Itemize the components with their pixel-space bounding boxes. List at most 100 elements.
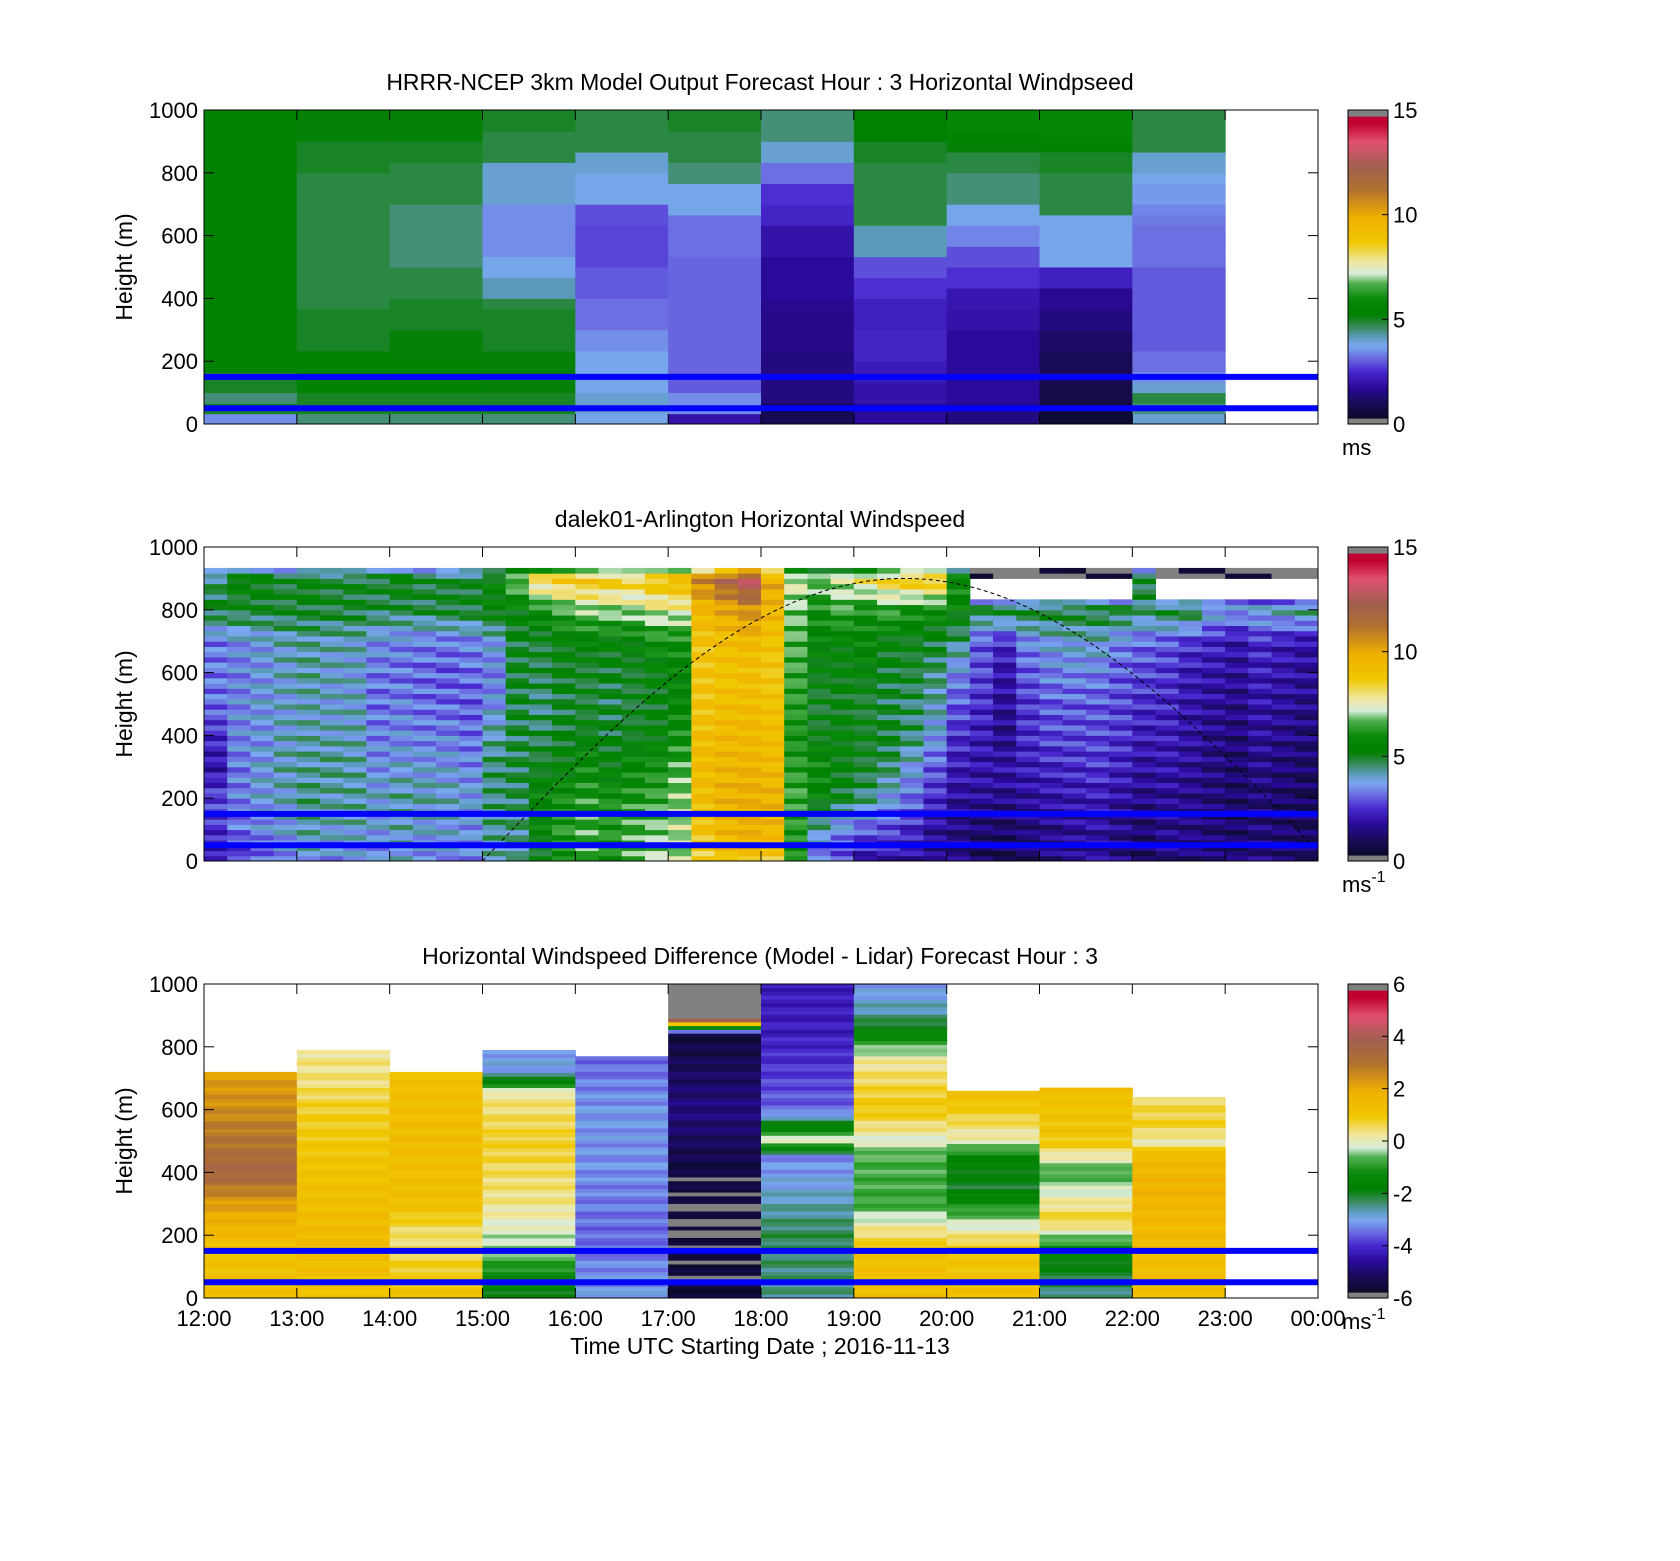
heatmap-cell [900, 730, 924, 736]
heatmap-cell [1178, 599, 1203, 606]
heatmap-cell [900, 599, 924, 606]
heatmap-cell [296, 1087, 391, 1092]
heatmap-cell [946, 777, 971, 783]
heatmap-cell [366, 751, 391, 757]
heatmap-cell [946, 1139, 1040, 1145]
heatmap-cell [1062, 646, 1087, 653]
heatmap-cell [784, 719, 808, 726]
heatmap-cell [621, 641, 646, 647]
heatmap-cell [668, 1245, 762, 1250]
heatmap-cell [1085, 698, 1110, 705]
heatmap-cell [575, 288, 669, 299]
colorbar-swatch [1348, 1010, 1388, 1013]
heatmap-cell [505, 709, 530, 715]
heatmap-cell [784, 599, 808, 606]
heatmap-cell [1132, 1180, 1226, 1185]
heatmap-cell [1248, 761, 1273, 768]
heatmap-cell [853, 656, 878, 663]
heatmap-cell [1271, 635, 1296, 642]
heatmap-cell [389, 340, 483, 352]
heatmap-cell [877, 693, 901, 700]
colorbar-swatch [1348, 805, 1388, 808]
heatmap-cell [1062, 698, 1087, 705]
heatmap-cell [877, 756, 901, 763]
colorbar-swatch [1348, 1044, 1388, 1047]
heatmap-cell [320, 620, 344, 626]
heatmap-cell [877, 651, 901, 658]
heatmap-cell [204, 1177, 298, 1182]
heatmap-cell [1085, 756, 1110, 763]
heatmap-cell [853, 1006, 948, 1011]
heatmap-cell [227, 615, 251, 621]
heatmap-cell [1085, 704, 1110, 710]
heatmap-cell [1039, 319, 1133, 331]
colorbar-swatch [1348, 1146, 1388, 1149]
heatmap-cell [737, 761, 762, 768]
heatmap-cell [227, 761, 251, 768]
colorbar-swatch [1348, 240, 1388, 243]
heatmap-cell [389, 225, 483, 237]
heatmap-cell [505, 756, 530, 763]
heatmap-cell [204, 141, 298, 153]
colorbar-swatch [1348, 1002, 1388, 1005]
heatmap-cell [946, 656, 971, 663]
heatmap-cell [459, 594, 483, 600]
heatmap-cell [505, 609, 530, 616]
heatmap-cell [227, 604, 251, 611]
heatmap-cell [296, 1204, 391, 1209]
colorbar-swatch [1348, 829, 1388, 832]
x-tick-label: 23:00 [1198, 1306, 1253, 1331]
heatmap-cell [436, 588, 460, 595]
heatmap-cell [761, 162, 855, 174]
colorbar-swatch [1348, 739, 1388, 742]
heatmap-cell [877, 630, 901, 637]
heatmap-cell [969, 787, 994, 794]
heatmap-cell [877, 704, 901, 710]
heatmap-cell [784, 855, 808, 862]
colorbar-swatch [1348, 1006, 1388, 1009]
heatmap-cell [575, 1109, 669, 1114]
heatmap-cell [807, 850, 832, 857]
heatmap-cell [830, 740, 855, 747]
heatmap-cell [714, 677, 739, 684]
heatmap-cell [761, 1241, 855, 1246]
heatmap-cell [482, 656, 507, 663]
heatmap-cell [969, 766, 994, 773]
heatmap-cell [830, 714, 855, 721]
heatmap-cell [1201, 819, 1226, 825]
heatmap-cell [552, 751, 576, 757]
heatmap-cell [946, 162, 1040, 174]
heatmap-cell [575, 620, 600, 626]
heatmap-cell [227, 855, 251, 862]
heatmap-cell [946, 594, 971, 600]
heatmap-cell [482, 1158, 576, 1164]
heatmap-cell [644, 583, 669, 590]
heatmap-cell [853, 1180, 948, 1186]
heatmap-cell [482, 1275, 576, 1280]
heatmap-cell [1039, 693, 1064, 700]
heatmap-cell [459, 641, 483, 647]
heatmap-cell [366, 777, 391, 783]
heatmap-cell [389, 719, 414, 726]
heatmap-cell [830, 683, 855, 689]
heatmap-cell [436, 792, 460, 799]
heatmap-cell [366, 766, 391, 773]
heatmap-cell [296, 183, 391, 195]
heatmap-cell [296, 1095, 391, 1100]
heatmap-cell [505, 787, 530, 794]
heatmap-cell [1109, 834, 1133, 841]
heatmap-cell [1271, 604, 1296, 611]
heatmap-cell [668, 1263, 762, 1269]
heatmap-cell [552, 772, 576, 778]
heatmap-cell [853, 756, 878, 763]
heatmap-cell [552, 704, 576, 710]
heatmap-cell [320, 667, 344, 674]
heatmap-cell [1132, 256, 1226, 268]
heatmap-cell [1039, 761, 1064, 768]
heatmap-cell [296, 1136, 391, 1141]
heatmap-cell [459, 751, 483, 757]
heatmap-cell [1132, 824, 1157, 831]
heatmap-cell [668, 798, 692, 804]
heatmap-cell [575, 413, 669, 425]
heatmap-cell [761, 751, 785, 757]
